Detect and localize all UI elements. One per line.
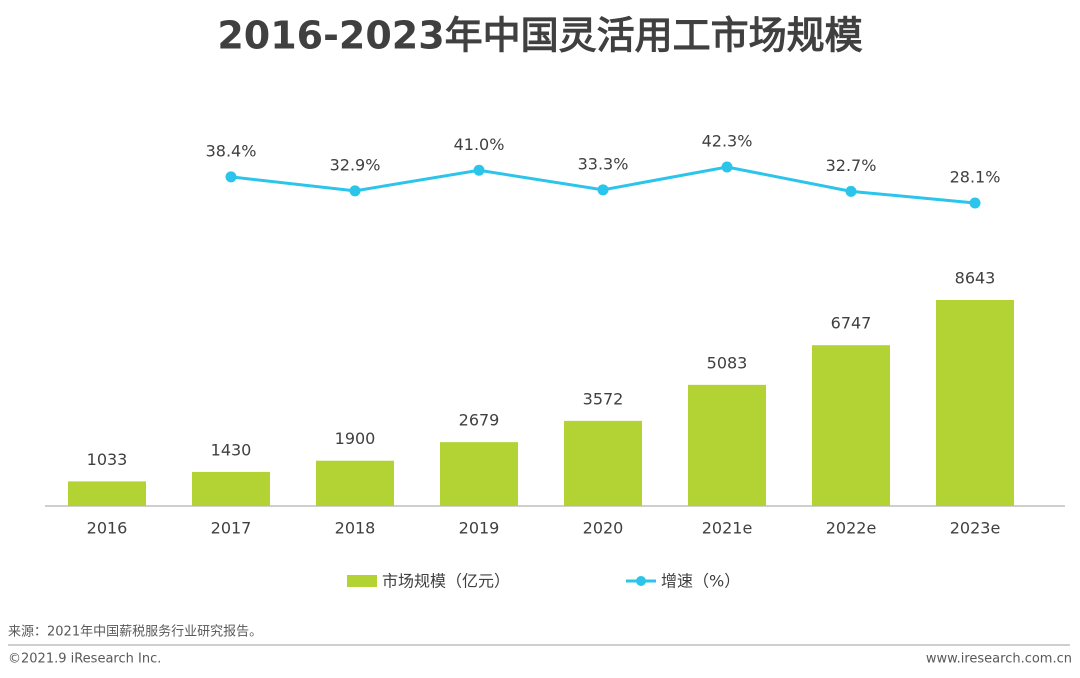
bar — [688, 384, 766, 506]
value-label: 5083 — [707, 353, 748, 372]
growth-point — [969, 197, 981, 209]
growth-point — [845, 185, 857, 197]
bar — [68, 481, 146, 506]
bar — [192, 471, 270, 506]
chart-title: 2016-2023年中国灵活用工市场规模 — [217, 14, 862, 58]
legend-swatch — [636, 576, 646, 586]
growth-point — [597, 184, 609, 196]
bar — [316, 460, 394, 506]
value-label: 2679 — [459, 411, 500, 430]
website: www.iresearch.com.cn — [926, 652, 1072, 667]
legend-label: 市场规模（亿元） — [382, 572, 510, 591]
growth-point — [225, 171, 237, 183]
value-label: 6747 — [831, 314, 872, 333]
value-label: 1900 — [335, 429, 376, 448]
value-label: 8643 — [955, 269, 996, 288]
value-label: 41.0% — [454, 135, 505, 154]
value-label: 42.3% — [702, 132, 753, 151]
value-label: 1033 — [87, 450, 128, 469]
value-label: 3572 — [583, 389, 624, 408]
value-label: 33.3% — [578, 154, 629, 173]
bar — [440, 442, 518, 506]
legend-swatch — [347, 575, 377, 587]
x-tick-label: 2018 — [335, 519, 376, 538]
x-tick-label: 2019 — [459, 519, 500, 538]
x-tick-label: 2022e — [826, 519, 877, 538]
x-tick-label: 2020 — [583, 519, 624, 538]
bar — [936, 300, 1014, 506]
value-label: 28.1% — [950, 168, 1001, 187]
value-label: 38.4% — [206, 141, 257, 160]
value-label: 32.7% — [826, 156, 877, 175]
source: 来源：2021年中国薪税服务行业研究报告。 — [8, 624, 262, 640]
value-label: 32.9% — [330, 155, 381, 174]
copyright: ©2021.9 iResearch Inc. — [8, 652, 161, 667]
legend-label: 增速（%） — [661, 572, 740, 591]
value-label: 1430 — [211, 440, 252, 459]
bar — [812, 345, 890, 506]
growth-point — [473, 164, 485, 176]
bar — [564, 420, 642, 506]
x-tick-label: 2023e — [950, 519, 1001, 538]
x-tick-label: 2017 — [211, 519, 252, 538]
x-tick-label: 2021e — [702, 519, 753, 538]
x-tick-label: 2016 — [87, 519, 128, 538]
growth-point — [349, 185, 361, 197]
growth-point — [721, 161, 733, 173]
